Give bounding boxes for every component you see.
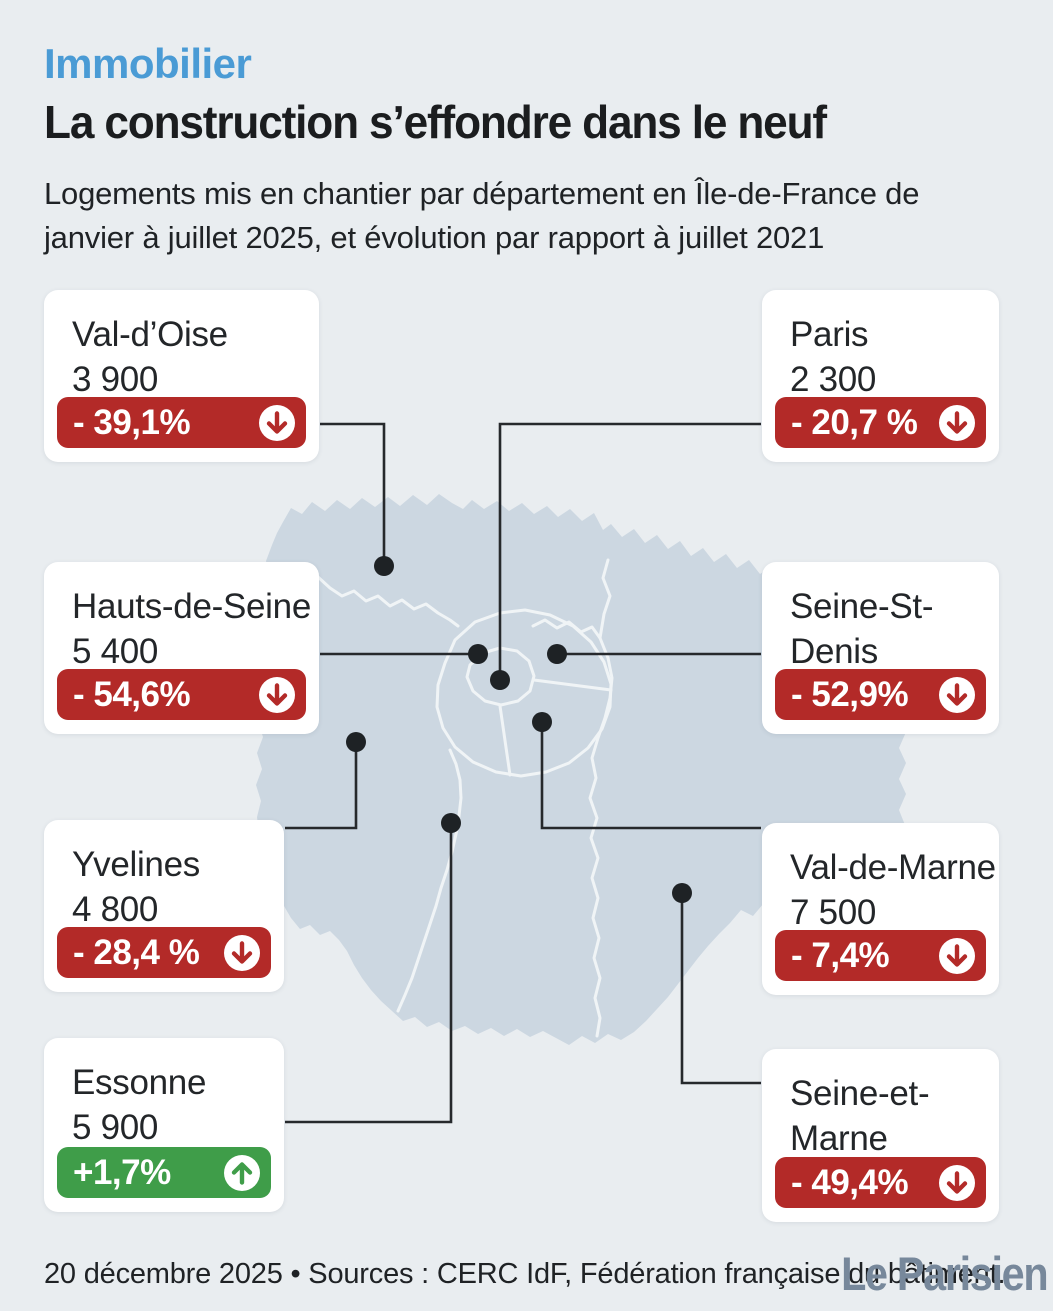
change-value: - 52,9% — [791, 674, 909, 714]
change-value: - 49,4% — [791, 1162, 909, 1202]
kicker: Immobilier — [44, 40, 252, 87]
department-name: Seine-et-Marne — [790, 1074, 930, 1158]
department-card-hauts-de-seine: Hauts-de-Seine 5 400 - 54,6% — [44, 562, 319, 734]
department-borders — [260, 558, 614, 1038]
change-badge: - 7,4% — [775, 930, 986, 981]
arrow-down-circle-icon — [938, 1164, 976, 1202]
department-name: Seine-St-Denis — [790, 587, 934, 671]
map-anchor-dots — [346, 556, 692, 903]
arrow-down-circle-icon — [223, 934, 261, 972]
change-badge: - 39,1% — [57, 397, 306, 448]
department-card-val-de-marne: Val-de-Marne 7 500 - 7,4% — [762, 823, 999, 995]
department-value: 7 500 — [790, 893, 877, 932]
arrow-down-circle-icon — [258, 404, 296, 442]
page-title: La construction s’effondre dans le neuf — [44, 96, 827, 148]
department-card-seine-st-denis: Seine-St-Denis 6 600 - 52,9% — [762, 562, 999, 734]
department-value: 5 400 — [72, 632, 159, 671]
department-card-paris: Paris 2 300 - 20,7 % — [762, 290, 999, 462]
page-subtitle: Logements mis en chantier par départemen… — [44, 176, 920, 255]
change-value: - 39,1% — [73, 402, 191, 442]
department-name: Essonne — [72, 1063, 207, 1102]
change-value: - 28,4 % — [73, 932, 200, 972]
change-badge: - 49,4% — [775, 1157, 986, 1208]
department-value: 5 900 — [72, 1108, 159, 1147]
department-name: Yvelines — [72, 845, 200, 884]
change-badge: +1,7% — [57, 1147, 271, 1198]
le-parisien-logo: Le Parisien — [840, 1247, 1049, 1300]
change-value: - 7,4% — [791, 935, 890, 975]
change-value: +1,7% — [73, 1152, 171, 1192]
department-card-val-doise: Val-d’Oise 3 900 - 39,1% — [44, 290, 319, 462]
change-badge: - 54,6% — [57, 669, 306, 720]
department-value: 2 300 — [790, 360, 877, 399]
connector-lines — [285, 422, 761, 1124]
department-name: Hauts-de-Seine — [72, 587, 311, 626]
change-badge: - 28,4 % — [57, 927, 271, 978]
region-outline — [256, 494, 906, 1045]
arrow-down-circle-icon — [938, 676, 976, 714]
department-name: Paris — [790, 315, 869, 354]
arrow-down-circle-icon — [258, 676, 296, 714]
department-name: Val-de-Marne — [790, 848, 996, 887]
department-value: 3 900 — [72, 360, 159, 399]
department-card-seine-et-marne: Seine-et-Marne 4 300 - 49,4% — [762, 1049, 999, 1222]
department-card-essonne: Essonne 5 900 +1,7% — [44, 1038, 284, 1212]
change-value: - 54,6% — [73, 674, 191, 714]
department-name: Val-d’Oise — [72, 315, 228, 354]
arrow-down-circle-icon — [938, 937, 976, 975]
change-badge: - 20,7 % — [775, 397, 986, 448]
source-line: 20 décembre 2025 • Sources : CERC IdF, F… — [44, 1258, 1006, 1290]
change-value: - 20,7 % — [791, 402, 918, 442]
change-badge: - 52,9% — [775, 669, 986, 720]
arrow-down-circle-icon — [938, 404, 976, 442]
arrow-up-circle-icon — [223, 1154, 261, 1192]
department-value: 4 800 — [72, 890, 159, 929]
department-card-yvelines: Yvelines 4 800 - 28,4 % — [44, 820, 284, 992]
